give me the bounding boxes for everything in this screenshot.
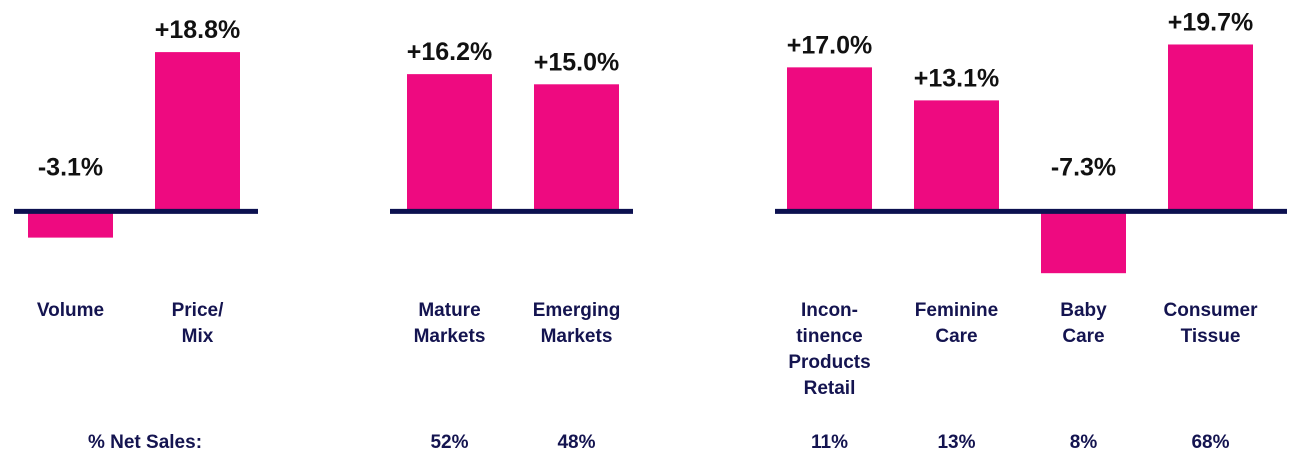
bar — [534, 84, 619, 212]
net-sales-value: 13% — [937, 432, 975, 453]
category-label: Consumer — [1164, 300, 1259, 321]
net-sales-value: 11% — [811, 432, 848, 453]
category-label: Feminine — [915, 300, 998, 321]
category-label: Care — [935, 326, 977, 347]
bar — [407, 74, 492, 212]
category-label: Baby — [1060, 300, 1107, 321]
value-label: +18.8% — [155, 16, 241, 44]
bar — [155, 52, 240, 212]
category-label: Products — [788, 352, 870, 373]
value-label: +19.7% — [1168, 8, 1254, 36]
category-label: Markets — [414, 326, 486, 347]
value-label: +15.0% — [534, 48, 620, 76]
net-sales-label: % Net Sales: — [88, 432, 202, 453]
net-sales-value: 68% — [1191, 432, 1229, 453]
category-label: Price/ — [172, 300, 224, 321]
category-label: Mix — [182, 326, 214, 347]
category-label: Volume — [37, 300, 104, 321]
bar — [1168, 44, 1253, 212]
bar — [28, 211, 113, 238]
category-label: Incon- — [801, 300, 858, 321]
net-sales-value: 52% — [430, 432, 468, 453]
bar — [914, 100, 999, 212]
value-label: +13.1% — [914, 64, 1000, 92]
category-label: tinence — [796, 326, 863, 347]
value-label: +16.2% — [407, 38, 493, 66]
category-label: Care — [1062, 326, 1104, 347]
net-sales-value: 8% — [1070, 432, 1098, 453]
category-label: Emerging — [533, 300, 621, 321]
category-label: Tissue — [1181, 326, 1241, 347]
value-label: -3.1% — [38, 153, 103, 181]
value-label: +17.0% — [787, 31, 873, 59]
bar — [787, 67, 872, 212]
value-label: -7.3% — [1051, 153, 1116, 181]
net-sales-value: 48% — [557, 432, 595, 453]
category-label: Markets — [541, 326, 613, 347]
bar — [1041, 211, 1126, 274]
category-label: Mature — [418, 300, 480, 321]
category-label: Retail — [804, 378, 856, 399]
